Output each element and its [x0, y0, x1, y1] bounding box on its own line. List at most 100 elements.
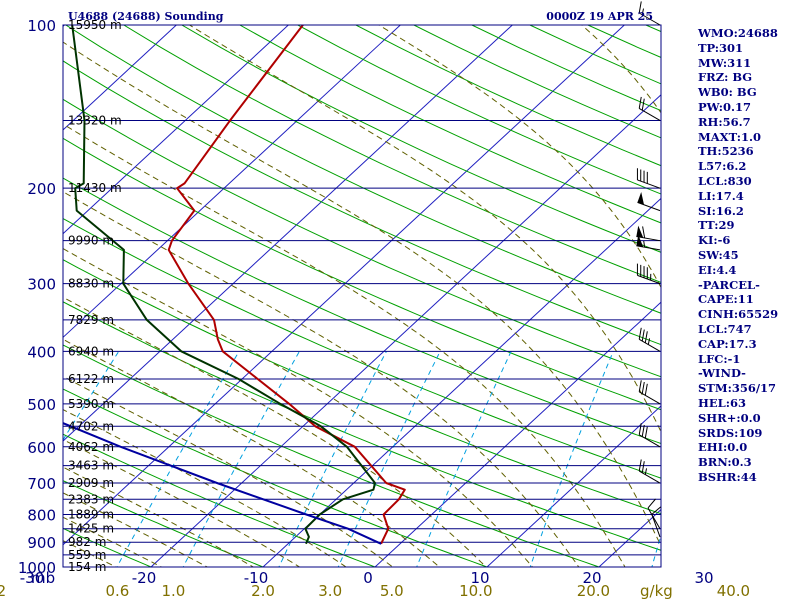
wind-barb: [638, 459, 661, 484]
index-item: WMO:24688: [698, 26, 778, 40]
wind-barb: [636, 234, 661, 251]
temperature-tick-label: -30: [20, 569, 45, 587]
index-item: CAP:17.3: [698, 336, 757, 351]
dry-adiabat-line: [63, 433, 376, 567]
index-item: LCL:747: [698, 321, 752, 336]
dry-adiabat-line: [63, 137, 661, 411]
mixing-ratio-tick-label: 20.0: [577, 582, 610, 600]
pressure-tick-label: 800: [27, 506, 56, 524]
isotherm-line: [486, 405, 661, 567]
index-item: RH:56.7: [698, 114, 751, 129]
index-item: KI:-6: [698, 233, 731, 248]
dewpoint-trace: [71, 25, 376, 545]
moist-adiabat-line: [189, 25, 661, 433]
height-labels: 15950 m 13320 m 11430 m 9990 m 8830 m 7829 m 6…: [68, 18, 122, 574]
index-item: EI:4.4: [698, 262, 737, 277]
index-item: TP:301: [698, 40, 744, 55]
index-item: BRN:0.3: [698, 455, 752, 470]
pressure-tick-label: 600: [27, 439, 56, 457]
wind-barb: [636, 225, 661, 242]
height-label: 15950 m: [68, 18, 122, 32]
height-label: 7829 m: [68, 313, 114, 327]
isotherm-line: [262, 197, 661, 567]
moist-adiabat-line: [378, 25, 661, 289]
index-item: PW:0.17: [698, 99, 752, 114]
height-label: 1425 m: [68, 522, 114, 536]
index-item: STM:356/17: [698, 381, 777, 396]
wind-barb: [638, 380, 661, 405]
mixing-ratio-line: [529, 351, 614, 567]
traces: [63, 25, 406, 545]
pressure-tick-label: 900: [27, 534, 56, 552]
index-item: -PARCEL-: [698, 277, 760, 292]
height-label: 9990 m: [68, 234, 114, 248]
index-item: LI:17.4: [698, 188, 744, 203]
moist-adiabat-line: [63, 492, 209, 567]
chart-time: 0000Z 19 APR 25: [546, 10, 653, 23]
temperature-tick-label: 20: [582, 569, 601, 587]
mixing-ratio-line: [116, 351, 240, 567]
index-item: TT:29: [698, 218, 735, 233]
dry-adiabat-line: [63, 217, 661, 479]
index-item: WB0: BG: [698, 85, 757, 100]
dry-adiabat-line: [63, 98, 661, 378]
plot-frame: [62, 24, 662, 568]
dry-adiabat-line: [63, 259, 661, 515]
isobars: [63, 24, 661, 568]
mixing-ratio-tick-label: 2.0: [251, 582, 275, 600]
height-label: 5390 m: [68, 397, 114, 411]
temperature-tick-label: -20: [132, 569, 157, 587]
moist-adiabat-line: [63, 466, 255, 567]
mixing-ratio-tick-label: 40.0: [717, 582, 750, 600]
moist-adiabat-line: [63, 296, 487, 567]
index-item: FRZ: BG: [698, 70, 753, 85]
index-item: MAXT:1.0: [698, 129, 761, 144]
height-label: 13320 m: [68, 113, 122, 127]
temperature-tick-label: 0: [363, 569, 373, 587]
temperature-tick-label: -10: [244, 569, 269, 587]
height-label: 4702 m: [68, 419, 114, 433]
mixing-ratio-tick-label: 3.0: [318, 582, 342, 600]
height-label: 8830 m: [68, 277, 114, 291]
wind-barb: [638, 327, 661, 352]
index-item: SI:16.2: [698, 203, 744, 218]
mixing-ratio-labels: 0.10.20.61.02.03.05.010.020.040.0: [0, 582, 750, 600]
sounding-indices: WMO:24688 TP:301 MW:311 FRZ: BG WB0: BG PW:0.…: [698, 26, 798, 485]
moist-adiabat-line: [63, 191, 580, 567]
wind-barb: [638, 96, 661, 121]
wind-barb: [651, 506, 662, 538]
wind-barb: [637, 192, 661, 212]
mixing-ratio-line: [278, 351, 387, 567]
mixing-ratio-tick-label: 5.0: [380, 582, 404, 600]
temperature-tick-label: 10: [470, 569, 489, 587]
isotherm-line: [63, 25, 513, 442]
height-label: 4062 m: [68, 440, 114, 454]
moist-adiabat-line: [63, 123, 626, 567]
height-label: 2909 m: [68, 476, 114, 490]
moist-adiabat-line: [63, 408, 347, 567]
pressure-tick-label: 400: [27, 343, 56, 361]
temperature-tick-label: 30: [694, 569, 713, 587]
index-item: -WIND-: [698, 366, 746, 381]
index-item: HEL:63: [698, 395, 746, 410]
index-item: TH:5236: [698, 144, 754, 159]
mb-label: mb: [31, 569, 55, 587]
temperature-labels: -50-40-30-20-10010203040C: [20, 569, 714, 587]
pressure-tick-label: 100: [27, 17, 56, 35]
mixing-ratio-tick-label: 10.0: [459, 582, 492, 600]
moist-adiabat-line: [63, 516, 163, 567]
index-item: SW:45: [698, 247, 739, 262]
moist-adiabat-line: [63, 375, 394, 567]
index-item: CAPE:11: [698, 292, 754, 307]
mixing-ratio-tick-label: 0.6: [105, 582, 129, 600]
height-label: 559 m: [68, 548, 106, 562]
index-item: EHI:0.0: [698, 440, 748, 455]
chart-title: U4688 (24688) Sounding: [68, 10, 224, 23]
mixing-ratio-tick-label: 1.0: [161, 582, 185, 600]
grid: [63, 25, 661, 567]
moist-adiabat-line: [63, 41, 661, 547]
dry-adiabat-line: [63, 177, 661, 445]
mixing-ratio-line: [337, 351, 441, 567]
height-label: 2383 m: [68, 492, 114, 506]
